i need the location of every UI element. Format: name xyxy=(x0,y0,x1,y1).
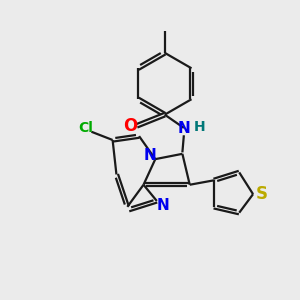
Text: O: O xyxy=(123,117,137,135)
Text: N: N xyxy=(144,148,156,163)
Text: H: H xyxy=(194,120,205,134)
Text: N: N xyxy=(157,198,169,213)
Text: S: S xyxy=(256,185,268,203)
Text: Cl: Cl xyxy=(78,121,93,135)
Text: N: N xyxy=(178,121,191,136)
